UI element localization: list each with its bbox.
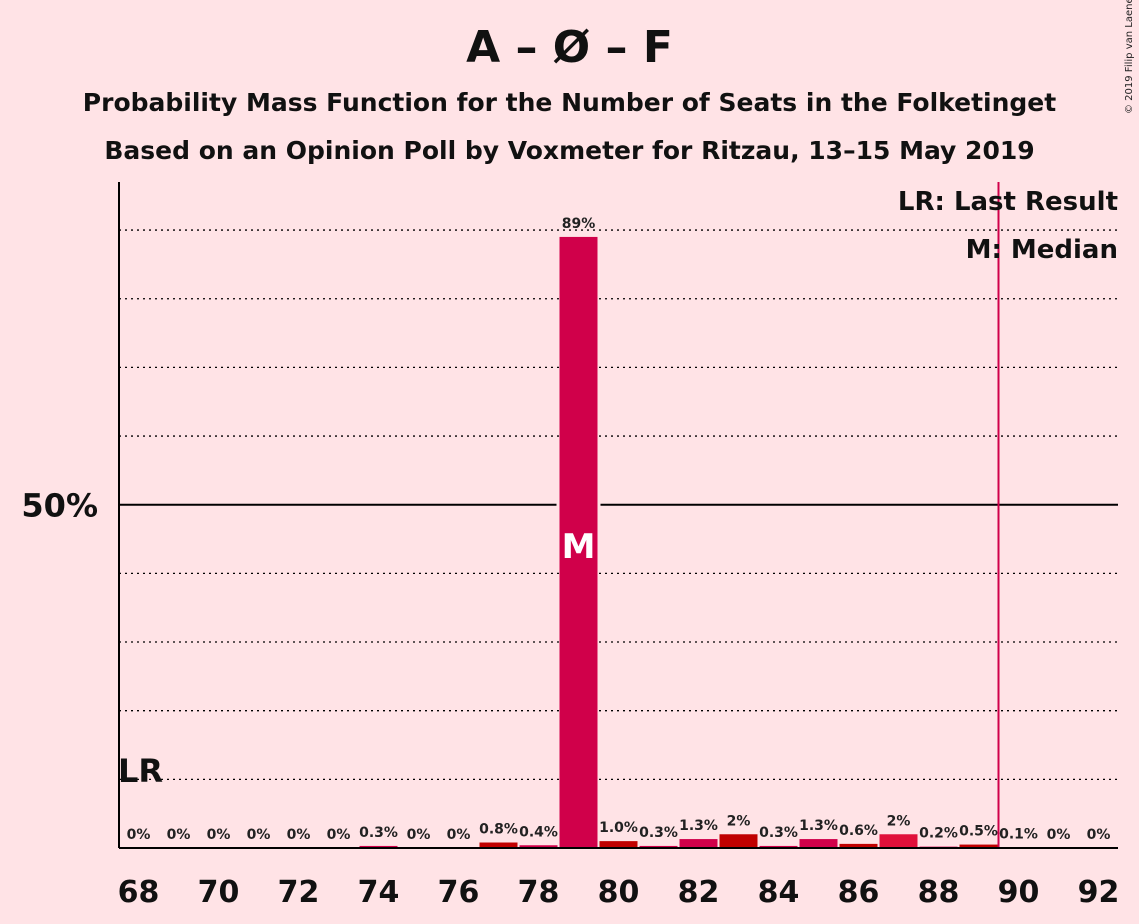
x-tick-74: 74: [358, 875, 400, 910]
bar-label-78: 0.4%: [519, 824, 558, 840]
bar-label-92: 0%: [1087, 827, 1111, 843]
bar-84: [759, 845, 798, 848]
bar-86: [839, 843, 878, 848]
bar-87: [879, 834, 918, 848]
bar-label-70: 0%: [207, 827, 231, 843]
bar-89: [959, 844, 998, 848]
x-tick-70: 70: [198, 875, 240, 910]
last-result-marker-label: LR: [118, 752, 163, 790]
bar-label-85: 1.3%: [799, 818, 838, 834]
x-tick-72: 72: [278, 875, 320, 910]
x-axis-ticks: 68 70 72 74 76 78 80 82 84 86 88 90 92: [118, 875, 1120, 910]
bar-label-72: 0%: [287, 827, 311, 843]
bar-label-68: 0%: [127, 827, 151, 843]
median-marker-label: M: [562, 527, 596, 567]
bar-label-84: 0.3%: [759, 825, 798, 841]
bar-label-81: 0.3%: [639, 825, 678, 841]
x-tick-80: 80: [598, 875, 640, 910]
x-tick-78: 78: [518, 875, 560, 910]
bar-74: [359, 845, 398, 848]
x-tick-82: 82: [678, 875, 720, 910]
bar-label-82: 1.3%: [679, 818, 718, 834]
bar-81: [639, 845, 678, 848]
bar-label-89: 0.5%: [959, 824, 998, 840]
chart-title: A – Ø – F: [466, 22, 673, 73]
x-tick-92: 92: [1078, 875, 1120, 910]
bar-label-71: 0%: [247, 827, 271, 843]
bar-label-77: 0.8%: [479, 822, 518, 838]
x-tick-84: 84: [758, 875, 800, 910]
bar-79: [559, 236, 598, 848]
bar-label-69: 0%: [167, 827, 191, 843]
x-tick-90: 90: [998, 875, 1040, 910]
bar-82: [679, 839, 718, 848]
bar-label-76: 0%: [447, 827, 471, 843]
bar-77: [479, 842, 518, 848]
x-tick-68: 68: [118, 875, 160, 910]
y-tick-label-50: 50%: [21, 487, 98, 525]
x-tick-86: 86: [838, 875, 880, 910]
bar-label-73: 0%: [327, 827, 351, 843]
bar-label-79: 89%: [562, 216, 596, 232]
bar-78: [519, 845, 558, 848]
bar-label-80: 1.0%: [599, 820, 638, 836]
bar-label-90: 0.1%: [999, 826, 1038, 842]
chart-subtitle: Probability Mass Function for the Number…: [82, 88, 1057, 117]
bar-83: [719, 834, 758, 848]
bar-label-87: 2%: [887, 813, 911, 829]
grid-lines: [119, 182, 1118, 848]
bar-label-86: 0.6%: [839, 823, 878, 839]
bar-label-88: 0.2%: [919, 826, 958, 842]
bar-label-91: 0%: [1047, 827, 1071, 843]
x-tick-88: 88: [918, 875, 960, 910]
chart-subtitle-2: Based on an Opinion Poll by Voxmeter for…: [104, 136, 1035, 165]
legend-last-result: LR: Last Result: [898, 187, 1118, 217]
bar-label-75: 0%: [407, 827, 431, 843]
bar-label-74: 0.3%: [359, 825, 398, 841]
bar-80: [599, 841, 638, 848]
bar-labels: 0% 0% 0% 0% 0% 0% 0.3% 0% 0% 0.8% 0.4%89%1.0% 0.3% 1…: [127, 216, 1111, 843]
bar-85: [799, 839, 838, 848]
bar-series: [359, 236, 1038, 848]
legend-median: M: Median: [966, 235, 1118, 265]
bar-label-83: 2%: [727, 813, 751, 829]
x-tick-76: 76: [438, 875, 480, 910]
